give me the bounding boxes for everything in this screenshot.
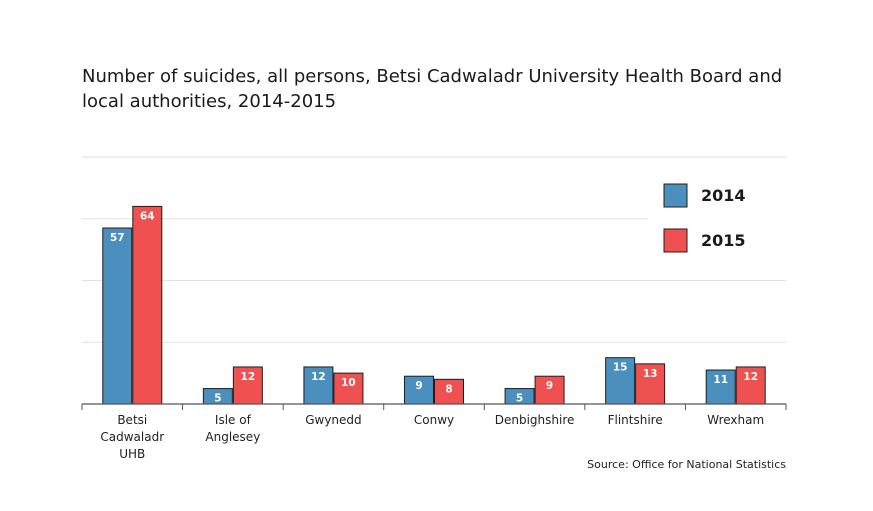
bar-value-label-2014: 9 — [415, 380, 422, 392]
bar-value-label-2015: 13 — [643, 368, 658, 380]
legend-swatch-2014 — [663, 183, 688, 208]
bar-2015 — [232, 366, 263, 405]
bar-2014 — [404, 375, 434, 405]
bar-value-label-2014: 5 — [516, 393, 523, 405]
bar-value-label-2015: 10 — [341, 377, 356, 389]
category-label: Conwy — [414, 413, 454, 427]
category-label: Wrexham — [707, 413, 764, 427]
bar-value-label-2015: 12 — [743, 371, 758, 383]
chart-title-line-2: local authorities, 2014-2015 — [82, 91, 337, 112]
category-label: UHB — [119, 447, 145, 461]
category-label: Gwynedd — [305, 413, 361, 427]
bar-2014 — [102, 227, 133, 405]
bar-2015 — [434, 378, 464, 405]
bar-value-label-2014: 11 — [713, 374, 728, 386]
bar-2015 — [534, 375, 565, 405]
bar-value-label-2014: 12 — [311, 371, 326, 383]
category-label: Flintshire — [608, 413, 663, 427]
bar-value-label-2015: 9 — [546, 380, 553, 392]
chart-title: Number of suicides, all persons, Betsi C… — [82, 64, 822, 114]
category-label: Betsi — [117, 413, 147, 427]
chart-title-line-1: Number of suicides, all persons, Betsi C… — [82, 66, 783, 87]
category-label: Isle of — [215, 413, 252, 427]
category-label: Cadwaladr — [100, 430, 164, 444]
source-note: Source: Office for National Statistics — [587, 458, 786, 471]
bar-value-label-2014: 57 — [110, 232, 125, 244]
legend-label-2015: 2015 — [701, 231, 746, 250]
bar-value-label-2015: 64 — [140, 210, 155, 222]
legend-label-2014: 2014 — [701, 186, 746, 205]
bar-2015 — [635, 363, 666, 405]
legend-swatch-2015 — [663, 228, 688, 253]
category-label: Denbighshire — [495, 413, 575, 427]
category-label: Anglesey — [205, 430, 260, 444]
bar-value-label-2015: 12 — [241, 371, 256, 383]
bar-2015 — [735, 366, 766, 405]
bar-2015 — [132, 205, 163, 405]
bar-2014 — [605, 357, 636, 405]
bar-2014 — [303, 366, 334, 405]
bar-value-label-2014: 5 — [214, 393, 221, 405]
bar-value-label-2015: 8 — [445, 383, 452, 395]
bar-value-label-2014: 15 — [613, 362, 628, 374]
